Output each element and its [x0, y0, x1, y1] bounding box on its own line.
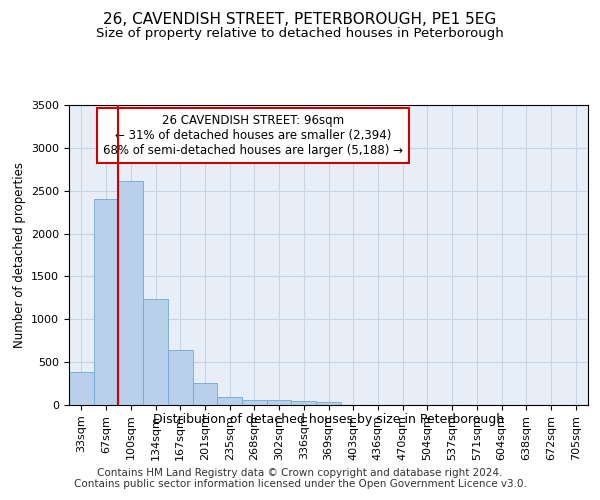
Bar — [242, 400, 267, 405]
Text: Contains HM Land Registry data © Crown copyright and database right 2024.
Contai: Contains HM Land Registry data © Crown c… — [74, 468, 526, 489]
Bar — [193, 382, 217, 405]
Bar — [217, 398, 242, 405]
Bar — [69, 372, 94, 405]
Bar — [316, 402, 341, 405]
Bar — [94, 200, 118, 405]
Text: 26, CAVENDISH STREET, PETERBOROUGH, PE1 5EG: 26, CAVENDISH STREET, PETERBOROUGH, PE1 … — [103, 12, 497, 28]
Bar — [168, 350, 193, 405]
Text: Size of property relative to detached houses in Peterborough: Size of property relative to detached ho… — [96, 28, 504, 40]
Bar — [143, 298, 168, 405]
Text: 26 CAVENDISH STREET: 96sqm
← 31% of detached houses are smaller (2,394)
68% of s: 26 CAVENDISH STREET: 96sqm ← 31% of deta… — [103, 114, 403, 157]
Text: Distribution of detached houses by size in Peterborough: Distribution of detached houses by size … — [153, 412, 505, 426]
Bar — [292, 401, 316, 405]
Bar — [267, 400, 292, 405]
Bar — [118, 182, 143, 405]
Y-axis label: Number of detached properties: Number of detached properties — [13, 162, 26, 348]
